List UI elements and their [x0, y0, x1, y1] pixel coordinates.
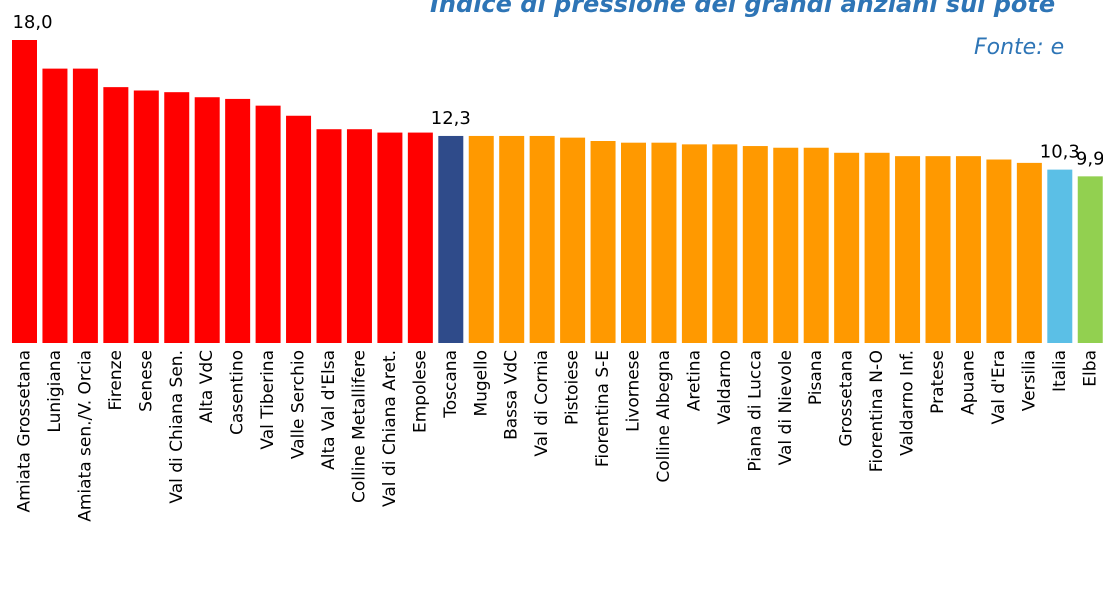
x-tick-label: Lunigiana	[45, 350, 65, 433]
x-tick-label: Bassa VdC	[502, 350, 522, 440]
bar	[438, 135, 464, 343]
x-tick-label: Valdarno Inf.	[898, 350, 918, 456]
x-tick-label: Pistoiese	[563, 350, 583, 425]
x-tick-label: Piana di Lucca	[745, 350, 765, 472]
x-tick-label: Pratese	[928, 350, 948, 414]
x-tick-label: Casentino	[228, 350, 248, 435]
bar	[1077, 176, 1103, 343]
chart-subtitle: Fonte: e	[974, 35, 1064, 60]
data-label: 12,3	[431, 108, 471, 129]
x-tick-label: Aretina	[684, 350, 704, 411]
x-tick-label: Senese	[136, 350, 156, 412]
x-tick-label: Valle Serchio	[289, 350, 309, 459]
bar	[834, 152, 860, 343]
bar	[651, 142, 677, 343]
bar	[986, 159, 1012, 343]
bar	[621, 142, 646, 343]
bar	[194, 97, 220, 343]
x-tick-label: Colline Albegna	[654, 350, 674, 483]
bar	[12, 40, 37, 343]
bar	[590, 141, 616, 343]
bar	[377, 132, 403, 343]
bar	[499, 135, 525, 343]
bar	[72, 68, 98, 343]
bar	[773, 147, 799, 343]
bar	[468, 135, 494, 343]
bar	[712, 144, 738, 343]
data-label: 18,0	[12, 12, 52, 33]
bar	[1016, 162, 1042, 343]
bar	[864, 152, 890, 343]
bar	[407, 132, 433, 343]
bar	[255, 105, 281, 344]
bar	[225, 98, 251, 344]
x-tick-label: Firenze	[106, 350, 126, 411]
bar	[316, 129, 342, 343]
x-tick-label: Versilia	[1019, 350, 1039, 411]
bar	[681, 144, 707, 343]
x-tick-label: Colline Metallifere	[349, 350, 369, 503]
bar	[742, 146, 768, 343]
x-tick-label: Italia	[1050, 350, 1070, 392]
data-label: 10,3	[1040, 142, 1080, 163]
x-tick-label: Val di Chiana Sen.	[167, 350, 187, 504]
bar	[164, 92, 190, 343]
chart-title: Indice di pressione dei grandi anziani s…	[430, 0, 1055, 18]
x-tick-label: Val di Cornia	[532, 350, 552, 457]
x-tick-label: Alta VdC	[197, 350, 217, 423]
bar	[103, 87, 129, 343]
bar	[895, 156, 921, 343]
bar	[1047, 169, 1073, 343]
bar	[346, 129, 372, 343]
data-label: 9,9	[1076, 148, 1103, 169]
x-tick-label: Pisana	[806, 350, 826, 405]
x-tick-label: Amiata sen./V. Orcia	[75, 350, 95, 522]
x-tick-label: Grossetana	[837, 350, 857, 447]
x-tick-label: Valdarno	[715, 350, 735, 425]
x-tick-label: Val di Nievole	[776, 350, 796, 465]
x-tick-label: Fiorentina S-E	[593, 350, 613, 467]
bar	[42, 68, 68, 343]
x-tick-label: Val d'Era	[989, 350, 1009, 424]
x-tick-label: Livornese	[624, 350, 644, 432]
x-tick-label: Elba	[1080, 350, 1100, 387]
x-tick-label: Alta Val d'Elsa	[319, 350, 339, 470]
bar	[529, 135, 555, 343]
bar	[560, 137, 586, 343]
bar	[925, 156, 951, 343]
x-tick-label: Amiata Grossetana	[15, 350, 35, 512]
bar	[955, 156, 981, 343]
x-tick-label: Toscana	[441, 350, 461, 419]
x-tick-label: Empolese	[410, 350, 430, 433]
x-tick-label: Mugello	[471, 350, 491, 417]
bar	[133, 90, 159, 343]
bar	[803, 147, 829, 343]
x-tick-label: Fiorentina N-O	[867, 350, 887, 472]
x-tick-label: Val Tiberina	[258, 350, 278, 450]
bar	[286, 115, 312, 343]
x-tick-label: Apuane	[958, 350, 978, 415]
x-tick-label: Val di Chiana Aret.	[380, 350, 400, 507]
